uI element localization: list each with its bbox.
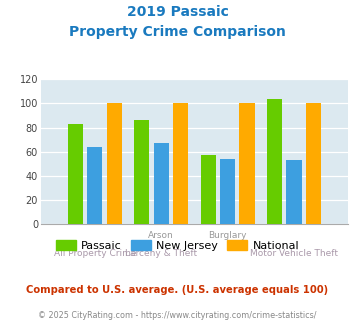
Bar (154, 143, 169, 224)
Bar (87, 147, 102, 224)
Text: Arson: Arson (148, 231, 174, 240)
Text: Motor Vehicle Theft: Motor Vehicle Theft (250, 249, 338, 258)
Bar (306, 103, 321, 224)
Bar (239, 103, 255, 224)
Text: Larceny & Theft: Larceny & Theft (125, 249, 197, 258)
Text: © 2025 CityRating.com - https://www.cityrating.com/crime-statistics/: © 2025 CityRating.com - https://www.city… (38, 311, 317, 320)
Legend: Passaic, New Jersey, National: Passaic, New Jersey, National (51, 236, 304, 255)
Text: 2019 Passaic: 2019 Passaic (127, 5, 228, 19)
Bar (134, 120, 149, 224)
Bar (220, 159, 235, 224)
Bar (267, 99, 282, 224)
Bar (201, 155, 216, 224)
Text: Compared to U.S. average. (U.S. average equals 100): Compared to U.S. average. (U.S. average … (26, 285, 329, 295)
Bar (106, 103, 122, 224)
Text: Burglary: Burglary (208, 231, 247, 240)
Bar (68, 124, 83, 224)
Bar (286, 160, 301, 224)
Bar (173, 103, 188, 224)
Text: All Property Crime: All Property Crime (54, 249, 136, 258)
Text: Property Crime Comparison: Property Crime Comparison (69, 25, 286, 39)
